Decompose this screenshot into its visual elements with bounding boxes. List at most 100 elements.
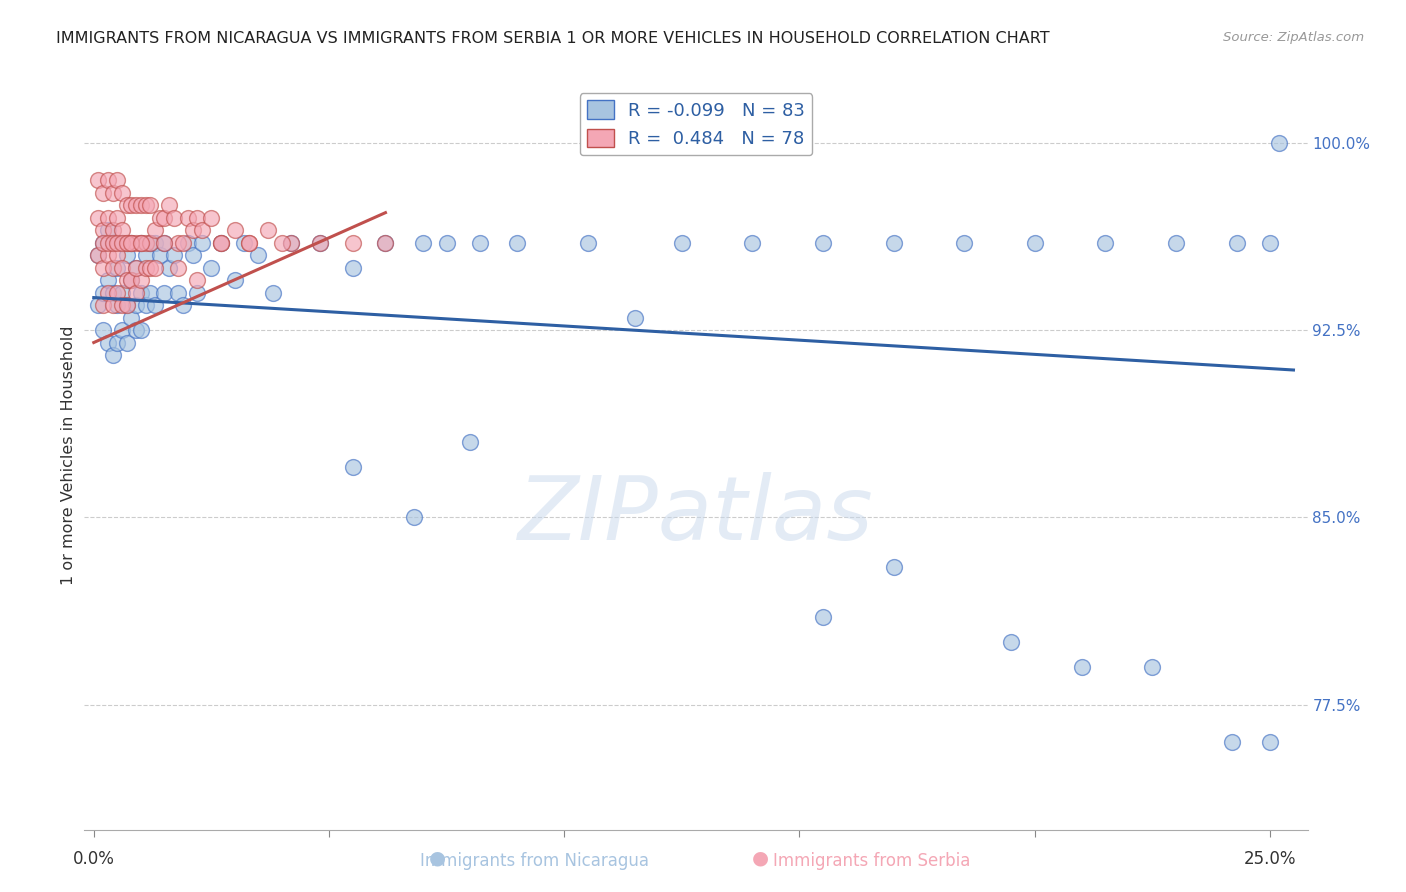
Point xyxy=(111,323,134,337)
Text: IMMIGRANTS FROM NICARAGUA VS IMMIGRANTS FROM SERBIA 1 OR MORE VEHICLES IN HOUSEH: IMMIGRANTS FROM NICARAGUA VS IMMIGRANTS … xyxy=(56,31,1050,46)
Point xyxy=(1070,660,1092,674)
Point xyxy=(167,260,190,275)
Point xyxy=(139,235,162,250)
Point xyxy=(115,335,138,350)
Point xyxy=(87,211,110,225)
Point xyxy=(238,235,260,250)
Point xyxy=(101,223,124,237)
Point xyxy=(191,223,214,237)
Point xyxy=(111,260,134,275)
Point xyxy=(280,235,302,250)
Point xyxy=(120,235,142,250)
Point xyxy=(1094,235,1116,250)
Point xyxy=(224,273,246,287)
Point xyxy=(125,323,148,337)
Point xyxy=(120,235,142,250)
Point xyxy=(157,260,180,275)
Point xyxy=(177,235,200,250)
Point xyxy=(125,298,148,312)
Point xyxy=(105,235,128,250)
Point xyxy=(97,173,120,187)
Point xyxy=(671,235,693,250)
Point xyxy=(262,285,284,300)
Point xyxy=(135,298,157,312)
Point xyxy=(172,235,194,250)
Point xyxy=(129,235,152,250)
Point xyxy=(374,235,396,250)
Text: ●: ● xyxy=(752,848,769,867)
Point xyxy=(1268,136,1291,150)
Point xyxy=(87,173,110,187)
Point xyxy=(115,273,138,287)
Point xyxy=(120,235,142,250)
Point xyxy=(111,285,134,300)
Point xyxy=(576,235,599,250)
Text: ●: ● xyxy=(429,848,446,867)
Point xyxy=(105,285,128,300)
Text: ZIPatlas: ZIPatlas xyxy=(519,472,873,558)
Legend: R = -0.099   N = 83, R =  0.484   N = 78: R = -0.099 N = 83, R = 0.484 N = 78 xyxy=(579,93,813,155)
Point xyxy=(143,260,166,275)
Point xyxy=(342,260,364,275)
Point xyxy=(257,223,280,237)
Point xyxy=(91,223,114,237)
Point xyxy=(101,260,124,275)
Point xyxy=(402,510,425,524)
Point xyxy=(129,285,152,300)
Point xyxy=(129,235,152,250)
Point xyxy=(468,235,491,250)
Point xyxy=(271,235,294,250)
Point xyxy=(186,273,208,287)
Point xyxy=(115,298,138,312)
Point xyxy=(135,198,157,212)
Point xyxy=(87,248,110,262)
Point xyxy=(143,298,166,312)
Point xyxy=(101,235,124,250)
Point xyxy=(87,248,110,262)
Point xyxy=(191,235,214,250)
Point xyxy=(209,235,232,250)
Point xyxy=(153,211,176,225)
Point xyxy=(153,235,176,250)
Point xyxy=(143,223,166,237)
Point xyxy=(233,235,256,250)
Point xyxy=(115,235,138,250)
Point xyxy=(374,235,396,250)
Point xyxy=(1024,235,1046,250)
Point xyxy=(115,248,138,262)
Point xyxy=(111,235,134,250)
Point xyxy=(181,223,204,237)
Point xyxy=(105,211,128,225)
Text: Immigrants from Serbia: Immigrants from Serbia xyxy=(773,852,970,870)
Point xyxy=(120,198,142,212)
Point xyxy=(135,260,157,275)
Point xyxy=(209,235,232,250)
Point xyxy=(209,235,232,250)
Point xyxy=(91,260,114,275)
Point xyxy=(91,235,114,250)
Point xyxy=(342,460,364,475)
Point xyxy=(247,248,270,262)
Point xyxy=(105,335,128,350)
Text: 0.0%: 0.0% xyxy=(73,849,115,868)
Point xyxy=(135,235,157,250)
Point xyxy=(129,198,152,212)
Point xyxy=(125,260,148,275)
Point xyxy=(167,285,190,300)
Point xyxy=(105,298,128,312)
Point xyxy=(200,260,222,275)
Point xyxy=(139,285,162,300)
Point xyxy=(163,248,186,262)
Text: Immigrants from Nicaragua: Immigrants from Nicaragua xyxy=(420,852,648,870)
Point xyxy=(97,235,120,250)
Point xyxy=(120,273,142,287)
Point xyxy=(101,235,124,250)
Point xyxy=(91,235,114,250)
Point xyxy=(186,211,208,225)
Point xyxy=(120,273,142,287)
Point xyxy=(811,235,834,250)
Point xyxy=(1258,235,1281,250)
Point xyxy=(186,285,208,300)
Point xyxy=(115,235,138,250)
Point xyxy=(91,285,114,300)
